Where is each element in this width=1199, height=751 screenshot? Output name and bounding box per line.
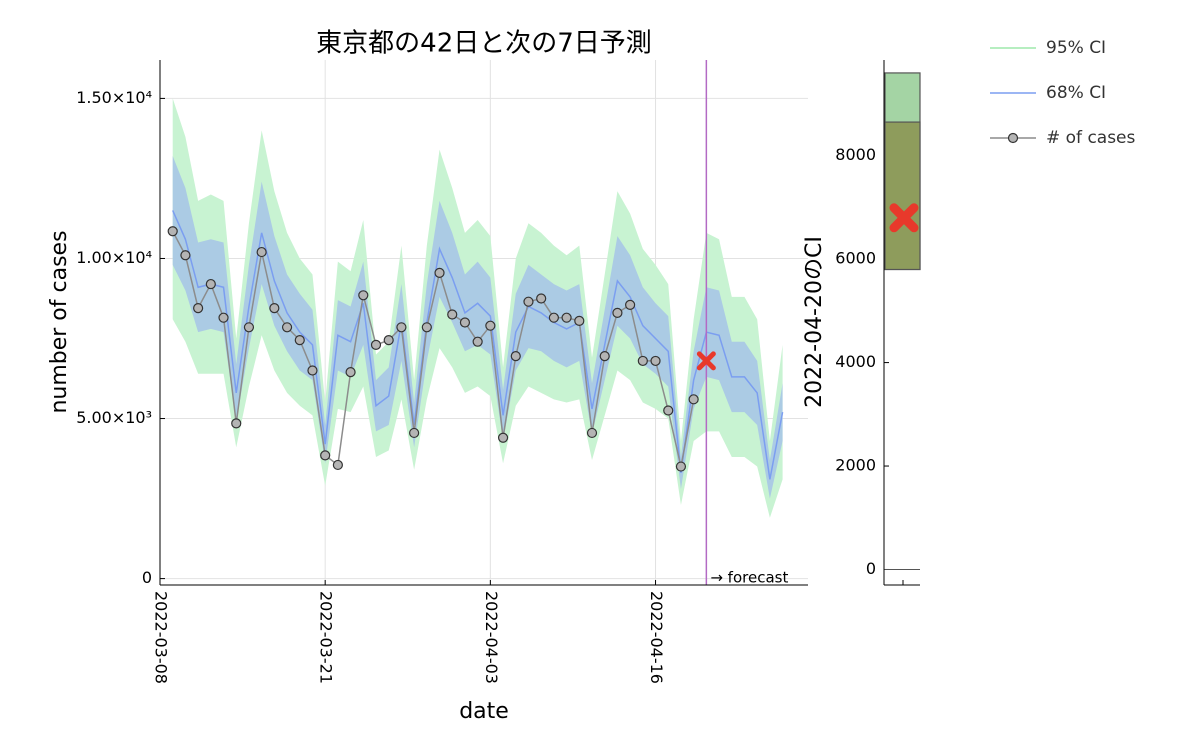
case-point <box>358 290 369 301</box>
legend-marker <box>1007 132 1019 144</box>
case-point <box>485 320 496 331</box>
y-tick-label: 1.00×10⁴ <box>76 248 152 267</box>
y-tick-label: 4000 <box>835 352 876 371</box>
y-tick-label: 0 <box>142 568 152 587</box>
ci-box <box>884 121 921 271</box>
case-point <box>218 312 229 323</box>
case-point <box>320 450 331 461</box>
y-tick-label: 0 <box>866 559 876 578</box>
x-tick-label: 2022-04-03 <box>482 591 501 684</box>
series-line <box>172 230 695 467</box>
y-tick-label: 5.00×10³ <box>76 408 152 427</box>
case-point <box>536 293 547 304</box>
case-point <box>281 322 293 333</box>
x-tick-label: 2022-03-08 <box>152 591 171 684</box>
chart-title: 東京都の42日と次の7日予測 <box>316 29 652 59</box>
x-tick-label: 2022-03-21 <box>317 591 336 684</box>
case-point <box>205 278 216 290</box>
forecast-label: → forecast <box>710 569 788 587</box>
forecast-point <box>696 351 716 371</box>
case-point <box>688 394 699 405</box>
case-point <box>409 427 420 439</box>
case-point <box>663 405 674 416</box>
case-point <box>447 309 458 320</box>
case-point <box>421 322 432 333</box>
case-point <box>294 335 305 346</box>
case-point <box>345 367 356 378</box>
case-point <box>434 267 445 278</box>
ci-band <box>172 156 783 499</box>
case-point <box>459 317 471 328</box>
legend-label: # of cases <box>1046 128 1136 148</box>
case-point <box>243 322 255 333</box>
y-tick-label: 1.50×10⁴ <box>76 88 152 107</box>
case-point <box>574 315 585 326</box>
case-point <box>256 246 267 258</box>
case-point <box>472 336 483 347</box>
case-point <box>167 226 178 237</box>
case-point <box>650 355 661 367</box>
series-line <box>172 210 784 480</box>
forecast-point <box>889 203 919 233</box>
case-point <box>383 335 394 346</box>
case-point <box>180 250 191 261</box>
case-point <box>370 339 382 351</box>
legend-label: 68% CI <box>1046 83 1106 103</box>
case-point <box>269 302 280 314</box>
case-point <box>586 427 598 439</box>
side-y-axis-label: 2022-04-20のCI <box>802 236 827 408</box>
case-point <box>561 312 572 323</box>
case-point <box>599 351 610 362</box>
case-point <box>193 302 204 314</box>
case-point <box>497 432 509 443</box>
case-point <box>625 299 636 310</box>
case-point <box>637 355 648 367</box>
case-point <box>231 418 242 429</box>
y-tick-label: 2000 <box>835 456 876 475</box>
y-tick-label: 8000 <box>835 145 876 164</box>
x-tick-label: 2022-04-16 <box>647 591 666 684</box>
x-axis-label: date <box>459 699 509 724</box>
case-point <box>548 312 559 323</box>
case-point <box>523 296 534 307</box>
legend-label: 95% CI <box>1046 38 1106 58</box>
case-point <box>612 307 623 318</box>
case-point <box>510 351 521 362</box>
y-tick-label: 6000 <box>835 249 876 268</box>
case-point <box>396 322 407 333</box>
case-point <box>307 365 318 376</box>
case-point <box>675 461 687 472</box>
case-point <box>332 459 343 471</box>
y-axis-label: number of cases <box>47 230 72 413</box>
